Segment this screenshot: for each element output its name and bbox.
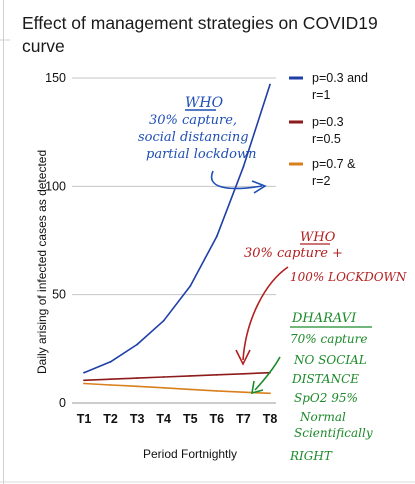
x-axis-label: Period Fortnightly <box>143 447 237 461</box>
x-tick-label: T1 <box>77 412 92 426</box>
annotation-red-arrowhead <box>235 349 251 366</box>
data-point-series-3 <box>269 392 271 395</box>
annotation-blue-line-1: WHO <box>185 95 224 111</box>
legend: p=0.3 and r=1 p=0.3 r=0.5 p=0.7 & r=2 <box>289 71 368 188</box>
x-axis-ticks: T1 T2 T3 T4 T5 T6 T7 T8 <box>77 412 278 426</box>
annotation-green-line-6: Normal <box>299 410 346 424</box>
x-tick-label: T2 <box>103 412 118 426</box>
y-tick-label: 0 <box>59 396 66 410</box>
x-tick-label: T3 <box>130 412 145 426</box>
annotation-green-line-3: NO SOCIAL <box>293 353 367 367</box>
x-tick-label: T8 <box>263 412 278 426</box>
data-point-series-1 <box>215 235 218 238</box>
annotation-red-line-2: 30% capture + <box>244 246 343 261</box>
data-point-series-2 <box>189 375 192 377</box>
annotation-green-line-7: Scientifically <box>294 426 373 440</box>
data-point-series-3 <box>136 385 139 388</box>
data-point-series-2 <box>162 376 165 378</box>
legend-label-series-3-line-1: p=0.7 & <box>312 157 356 171</box>
chart-title-line-1: Effect of management strategies on COVID… <box>22 13 378 33</box>
annotation-green-line-1: DHARAVI <box>291 311 357 326</box>
annotation-green-line-5: SpO2 95% <box>294 391 358 405</box>
data-point-series-2 <box>136 377 139 379</box>
y-tick-label: 150 <box>45 71 66 85</box>
data-point-series-2 <box>109 378 112 381</box>
annotation-blue-arrow <box>210 170 263 190</box>
data-point-series-2 <box>83 379 85 382</box>
x-tick-label: T7 <box>236 412 251 426</box>
annotation-red-arrow <box>242 266 289 361</box>
annotation-green-line-2: 70% capture <box>290 332 367 346</box>
x-tick-label: T6 <box>210 412 225 426</box>
annotation-blue-line-2: 30% capture, <box>149 113 237 128</box>
data-point-series-3 <box>242 391 245 394</box>
data-point-series-3 <box>189 388 192 391</box>
data-point-series-2 <box>242 372 245 375</box>
legend-label-series-2-line-1: p=0.3 <box>312 115 344 129</box>
y-tick-label: 50 <box>52 288 66 302</box>
series-line-1 <box>83 84 271 374</box>
chart-title-line-2: curve <box>22 36 65 56</box>
annotation-blue-line-4: partial lockdown <box>146 147 257 162</box>
y-axis-ticks: 0 50 100 150 <box>45 71 66 410</box>
data-point-series-1 <box>242 165 245 168</box>
gridlines <box>72 77 276 404</box>
series-lines <box>83 83 271 395</box>
legend-label-series-2-line-2: r=0.5 <box>312 132 341 146</box>
annotation-green: DHARAVI 70% capture NO SOCIAL DISTANCE S… <box>251 311 373 463</box>
legend-label-series-1-line-1: p=0.3 and <box>312 71 368 85</box>
y-axis-label: Daily arising of infected cases as detec… <box>35 150 49 374</box>
series-line-3 <box>83 382 271 395</box>
annotation-red-line-1: WHO <box>300 230 336 245</box>
annotation-green-line-4: DISTANCE <box>291 372 359 386</box>
series-line-2 <box>83 371 271 382</box>
data-point-series-1 <box>109 360 112 363</box>
data-point-series-3 <box>83 382 85 385</box>
x-tick-label: T5 <box>183 412 198 426</box>
annotation-blue-arrowhead <box>251 180 267 194</box>
data-point-series-1 <box>162 319 165 322</box>
data-point-series-1 <box>83 371 85 374</box>
annotation-red-line-3: 100% LOCKDOWN <box>290 270 407 284</box>
annotation-green-arrowhead <box>251 380 264 395</box>
y-tick-label: 100 <box>45 179 66 193</box>
data-point-series-2 <box>215 373 218 376</box>
annotation-green-arrow <box>254 356 281 391</box>
data-point-series-1 <box>189 285 192 287</box>
data-point-series-3 <box>162 386 165 389</box>
data-point-series-3 <box>215 389 218 392</box>
annotation-green-line-8: RIGHT <box>289 449 333 463</box>
annotation-red: WHO 30% capture + 100% LOCKDOWN <box>235 230 407 366</box>
data-point-series-1 <box>136 343 139 346</box>
data-point-series-1 <box>269 83 271 86</box>
legend-label-series-1-line-2: r=1 <box>312 88 330 102</box>
x-tick-label: T4 <box>156 412 171 426</box>
annotation-blue-line-3: social distancing <box>138 130 249 145</box>
annotation-blue: WHO 30% capture, social distancing parti… <box>138 95 267 194</box>
legend-label-series-3-line-2: r=2 <box>312 174 330 188</box>
data-point-series-3 <box>109 384 112 386</box>
